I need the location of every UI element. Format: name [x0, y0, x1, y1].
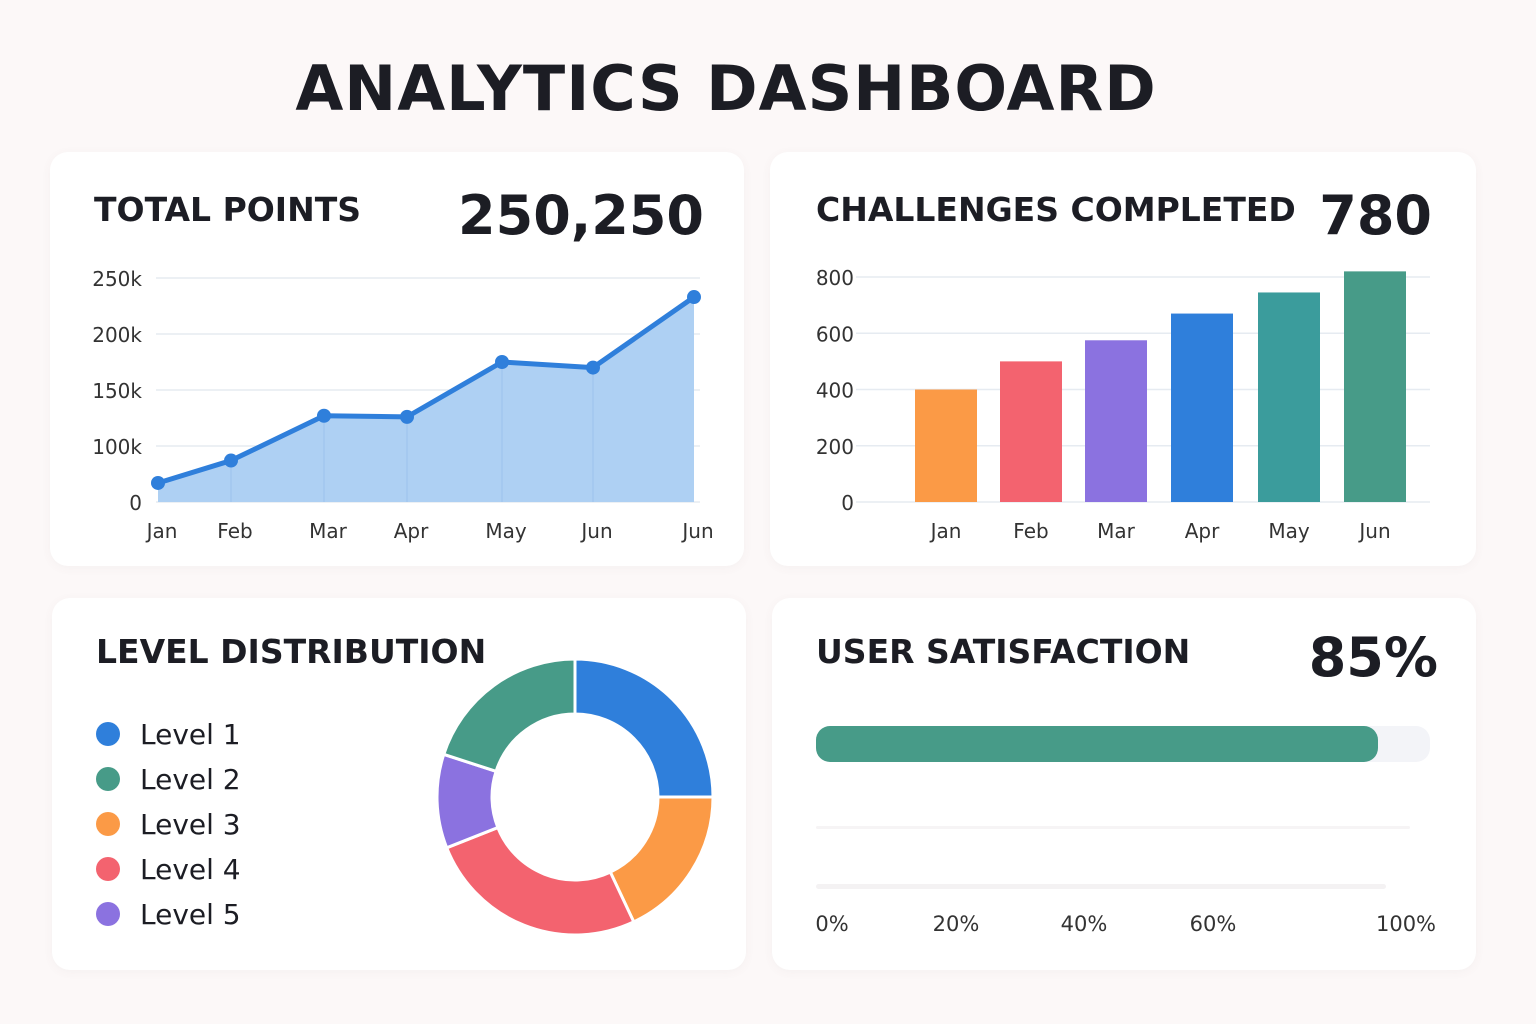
x-tick-label: 0%: [815, 912, 848, 936]
data-point: [400, 409, 414, 424]
y-tick-label: 150k: [92, 379, 142, 403]
page-title: ANALYTICS DASHBOARD: [295, 52, 1157, 125]
bar: [1258, 292, 1320, 502]
y-tick-label: 0: [841, 491, 854, 515]
legend-swatch: [96, 812, 120, 836]
satisfaction-divider: [816, 826, 1410, 829]
level-distribution-card: LEVEL DISTRIBUTION Level 1 Level 2 Level 3…: [52, 598, 746, 970]
bar: [1085, 340, 1147, 502]
legend-item: Level 3: [96, 804, 241, 844]
data-point: [224, 453, 238, 468]
legend-swatch: [96, 857, 120, 881]
x-tick-label: Apr: [1185, 519, 1220, 543]
legend-swatch: [96, 902, 120, 926]
user-satisfaction-title: USER SATISFACTION: [816, 632, 1191, 671]
satisfaction-axis-line: [816, 884, 1386, 889]
bar: [1344, 271, 1406, 502]
legend-swatch: [96, 722, 120, 746]
donut-slice: [444, 825, 636, 937]
x-tick-label: 100%: [1376, 912, 1436, 936]
satisfaction-bar-fill: [816, 726, 1378, 762]
x-tick-label: May: [485, 519, 527, 543]
x-tick-label: Jun: [1357, 519, 1390, 543]
donut-slice: [441, 657, 577, 774]
y-tick-label: 250k: [92, 267, 142, 291]
y-tick-label: 100k: [92, 435, 142, 459]
legend-label: Level 5: [140, 897, 241, 931]
data-point: [495, 355, 509, 369]
challenges-bar-chart: 0 200 400 600 800 Jan Feb Mar Apr May Jun: [816, 266, 1430, 543]
legend-item: Level 5: [96, 894, 241, 934]
bar: [915, 389, 977, 502]
satisfaction-axis: 0% 20% 40% 60% 100%: [815, 912, 1436, 936]
legend-label: Level 4: [140, 852, 241, 886]
x-tick-label: Jan: [929, 519, 962, 543]
legend-item: Level 2: [96, 759, 241, 799]
x-tick-label: Feb: [217, 519, 252, 543]
x-tick-label: Jan: [145, 519, 178, 543]
total-points-value: 250,250: [458, 184, 704, 247]
challenges-title: CHALLENGES COMPLETED: [816, 190, 1296, 229]
legend-item: Level 4: [96, 849, 241, 889]
legend-label: Level 3: [140, 807, 241, 841]
data-point: [151, 475, 165, 490]
legend-swatch: [96, 767, 120, 791]
x-tick-label: 40%: [1061, 912, 1108, 936]
x-tick-label: Feb: [1013, 519, 1048, 543]
total-points-title: TOTAL POINTS: [94, 190, 361, 229]
bar: [1171, 313, 1233, 502]
y-tick-label: 600: [816, 322, 854, 346]
x-tick-label: Apr: [394, 519, 429, 543]
challenges-value: 780: [1319, 184, 1432, 247]
x-tick-label: Mar: [1097, 519, 1136, 543]
y-tick-label: 200: [816, 435, 854, 459]
y-tick-label: 200k: [92, 323, 142, 347]
challenges-card: CHALLENGES COMPLETED 780 0 200 400 600 800 Ja…: [770, 152, 1476, 566]
legend-label: Level 2: [140, 762, 241, 796]
level-distribution-title: LEVEL DISTRIBUTION: [96, 632, 487, 671]
total-points-card: TOTAL POINTS 250,250 0 100k 150k 200k 250k Ja…: [50, 152, 744, 566]
donut-slice: [573, 657, 715, 799]
legend-item: Level 1: [96, 714, 241, 754]
data-point: [317, 408, 331, 423]
data-point: [687, 290, 701, 305]
user-satisfaction-card: USER SATISFACTION 85% 0% 20% 40% 60% 100%: [772, 598, 1476, 970]
total-points-line-chart: 0 100k 150k 200k 250k Jan Feb Mar Apr May Jun Jun: [92, 267, 713, 543]
user-satisfaction-value: 85%: [1308, 626, 1438, 689]
area-fill: [158, 297, 694, 502]
bar: [1000, 361, 1062, 502]
x-tick-label: May: [1268, 519, 1310, 543]
level-donut-chart: [435, 657, 715, 937]
x-tick-label: 60%: [1190, 912, 1237, 936]
data-point: [586, 360, 600, 375]
x-tick-label: 20%: [933, 912, 980, 936]
x-tick-label: Jun: [680, 519, 713, 543]
y-tick-label: 0: [129, 491, 142, 515]
y-tick-label: 800: [816, 266, 854, 290]
x-tick-label: Mar: [309, 519, 348, 543]
legend-label: Level 1: [140, 717, 241, 751]
y-tick-label: 400: [816, 379, 854, 403]
x-tick-label: Jun: [579, 519, 612, 543]
